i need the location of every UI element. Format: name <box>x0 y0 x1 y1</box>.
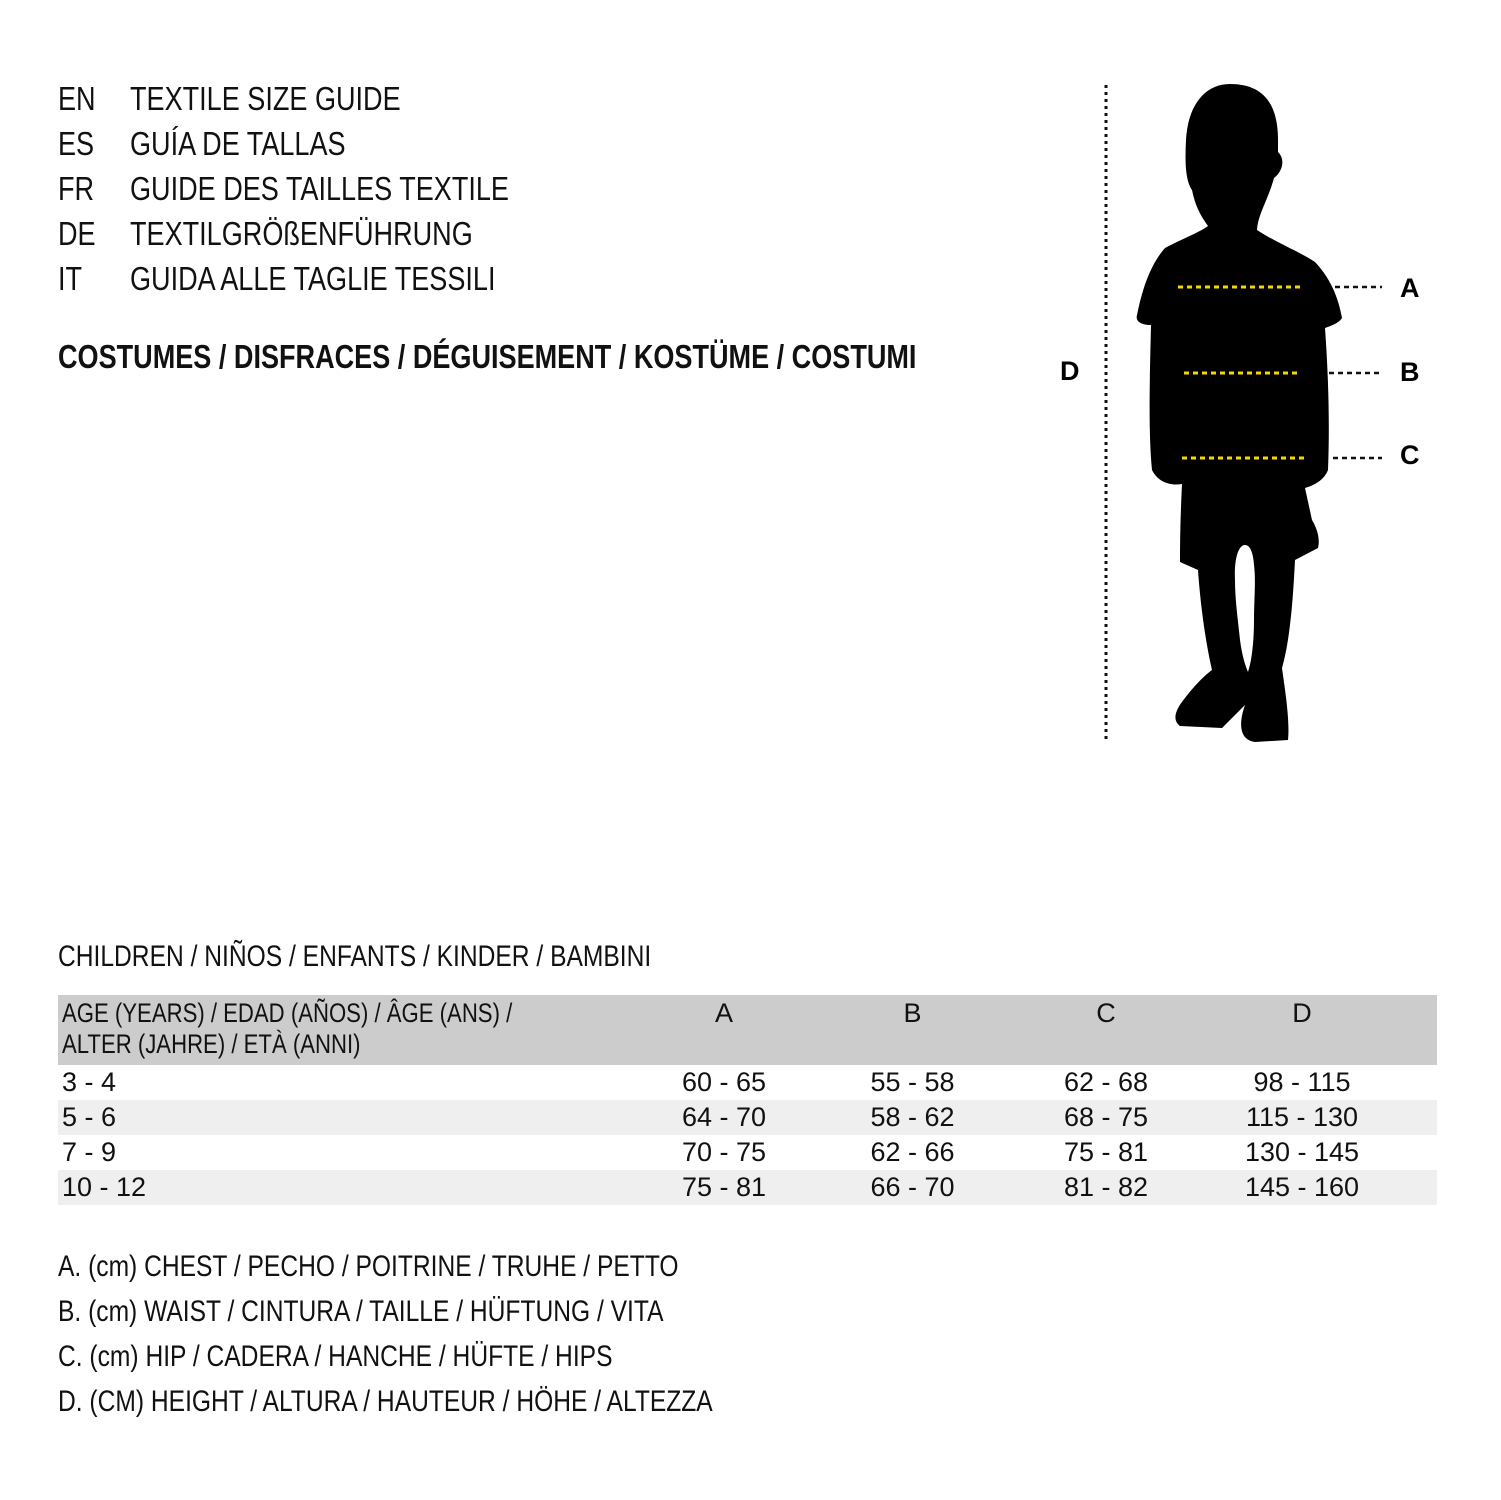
cell-a: 64 - 70 <box>668 1100 780 1135</box>
header-a: A <box>668 995 780 1065</box>
lang-title: GUÍA DE TALLAS <box>130 125 346 162</box>
header-age-line2: ALTER (JAHRE) / ETÀ (ANNI) <box>62 1029 361 1059</box>
cell-a: 60 - 65 <box>681 1067 767 1097</box>
cell-b: 58 - 62 <box>780 1100 1045 1135</box>
cell-c: 68 - 75 <box>1045 1100 1167 1135</box>
table-row: 5 - 6 64 - 70 58 - 62 68 - 75 115 - 130 <box>58 1100 1437 1135</box>
lang-title: TEXTILGRÖßENFÜHRUNG <box>130 215 473 252</box>
table-row: 7 - 9 70 - 75 62 - 66 75 - 81 130 - 145 <box>58 1135 1437 1170</box>
lang-code: DE <box>58 215 96 252</box>
label-a: A <box>1400 273 1420 303</box>
cell-age: 7 - 9 <box>62 1137 117 1167</box>
legend-text: A. (cm) CHEST / PECHO / POITRINE / TRUHE… <box>58 1250 679 1283</box>
cell-b: 55 - 58 <box>870 1067 955 1097</box>
subtitle: COSTUMES / DISFRACES / DÉGUISEMENT / KOS… <box>58 338 1105 376</box>
cell-d: 98 - 115 <box>1253 1067 1351 1097</box>
lang-code: IT <box>58 260 83 297</box>
header-d: D <box>1167 995 1437 1065</box>
cell-c: 75 - 81 <box>1063 1137 1149 1167</box>
lang-title: GUIDA ALLE TAGLIE TESSILI <box>130 260 496 297</box>
lang-code: EN <box>58 80 96 117</box>
header-age: AGE (YEARS) / EDAD (AÑOS) / ÂGE (ANS) / A… <box>58 995 668 1065</box>
label-c: C <box>1400 440 1420 470</box>
legend-b: B. (cm) WAIST / CINTURA / TAILLE / HÜFTU… <box>58 1295 796 1329</box>
label-b: B <box>1400 357 1420 387</box>
legend-text: D. (CM) HEIGHT / ALTURA / HAUTEUR / HÖHE… <box>58 1385 713 1418</box>
size-diagram: D A B C <box>1060 84 1420 742</box>
cell-d: 115 - 130 <box>1167 1100 1437 1135</box>
legend-text: C. (cm) HIP / CADERA / HANCHE / HÜFTE / … <box>58 1340 613 1373</box>
legend-c: C. (cm) HIP / CADERA / HANCHE / HÜFTE / … <box>58 1340 734 1374</box>
cell-d: 130 - 145 <box>1244 1137 1360 1167</box>
legend-text: B. (cm) WAIST / CINTURA / TAILLE / HÜFTU… <box>58 1295 664 1328</box>
lang-title: TEXTILE SIZE GUIDE <box>130 80 401 117</box>
table-row: 10 - 12 75 - 81 66 - 70 81 - 82 145 - 160 <box>58 1170 1437 1205</box>
cell-age: 10 - 12 <box>58 1170 668 1205</box>
cell-d: 145 - 160 <box>1167 1170 1437 1205</box>
cell-age: 3 - 4 <box>62 1067 117 1097</box>
child-silhouette <box>1136 84 1342 742</box>
lang-code: ES <box>58 125 95 162</box>
legend-a: A. (cm) CHEST / PECHO / POITRINE / TRUHE… <box>58 1250 815 1284</box>
cell-c: 62 - 68 <box>1063 1067 1149 1097</box>
header-b: B <box>780 995 1045 1065</box>
cell-age: 5 - 6 <box>58 1100 668 1135</box>
header-age-line1: AGE (YEARS) / EDAD (AÑOS) / ÂGE (ANS) / <box>62 998 513 1028</box>
section-title: CHILDREN / NIÑOS / ENFANTS / KINDER / BA… <box>58 940 781 974</box>
cell-a: 70 - 75 <box>681 1137 767 1167</box>
lang-title: GUIDE DES TAILLES TEXTILE <box>130 170 509 207</box>
cell-c: 81 - 82 <box>1045 1170 1167 1205</box>
cell-a: 75 - 81 <box>668 1170 780 1205</box>
subtitle-text: COSTUMES / DISFRACES / DÉGUISEMENT / KOS… <box>58 338 917 375</box>
label-d: D <box>1060 356 1080 386</box>
size-table: AGE (YEARS) / EDAD (AÑOS) / ÂGE (ANS) / A… <box>58 995 1437 1205</box>
lang-code: FR <box>58 170 95 207</box>
legend-d: D. (CM) HEIGHT / ALTURA / HAUTEUR / HÖHE… <box>58 1385 856 1419</box>
header-c: C <box>1045 995 1167 1065</box>
cell-b: 66 - 70 <box>780 1170 1045 1205</box>
table-row: 3 - 4 60 - 65 55 - 58 62 - 68 98 - 115 <box>58 1065 1437 1100</box>
table-header-row: AGE (YEARS) / EDAD (AÑOS) / ÂGE (ANS) / A… <box>58 995 1437 1065</box>
cell-b: 62 - 66 <box>870 1137 955 1167</box>
section-title-text: CHILDREN / NIÑOS / ENFANTS / KINDER / BA… <box>58 940 652 973</box>
